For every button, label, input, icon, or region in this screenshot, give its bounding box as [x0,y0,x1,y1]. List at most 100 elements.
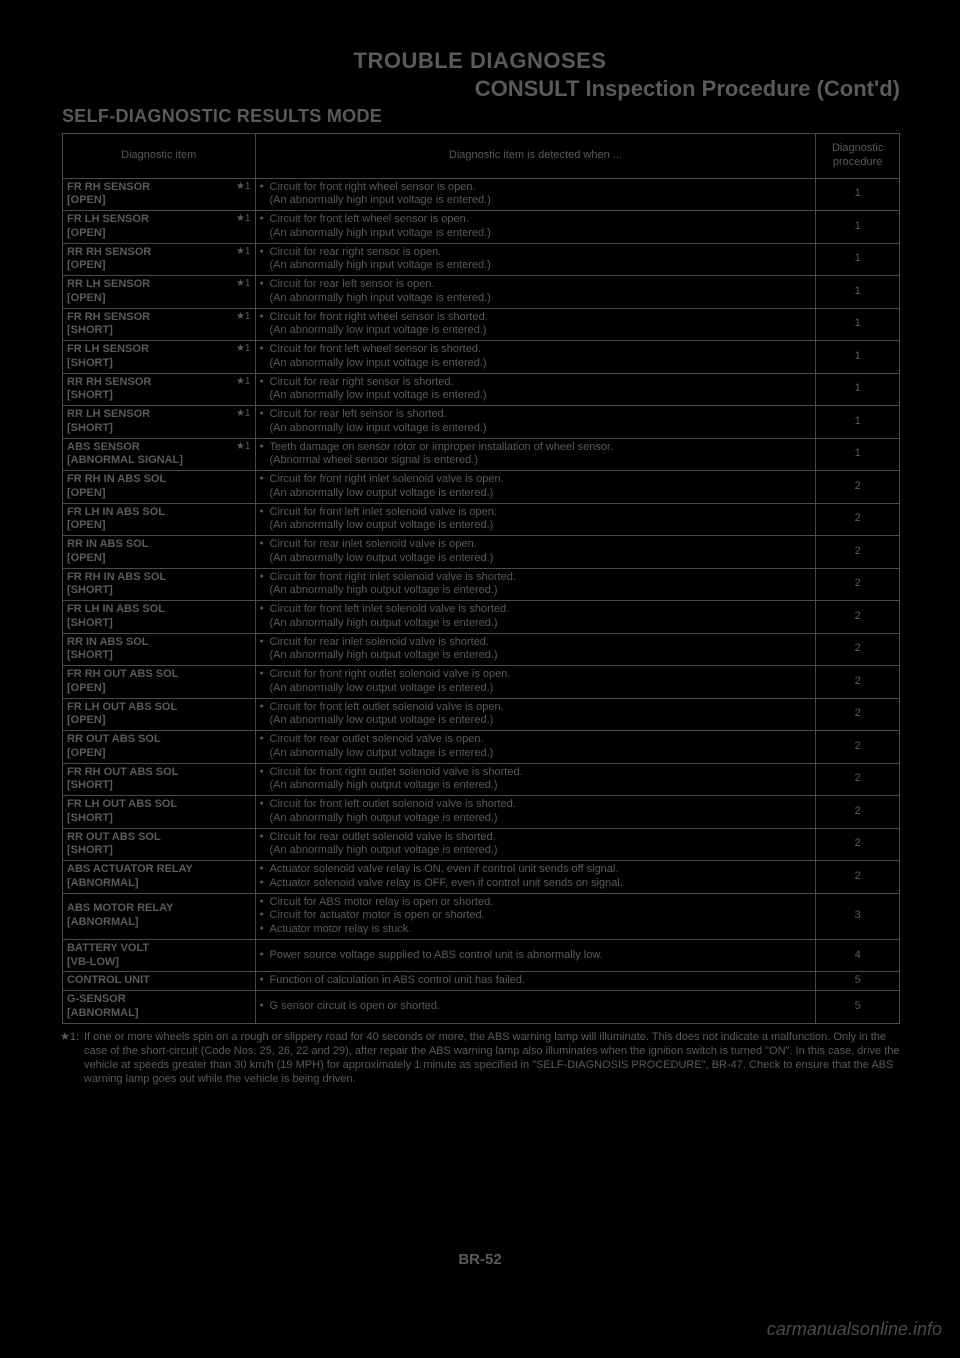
procedure-cell: 1 [816,341,900,374]
diagnostic-item-cell: FR RH IN ABS SOL[OPEN] [63,471,256,504]
procedure-cell: 2 [816,796,900,829]
procedure-cell: 2 [816,828,900,861]
procedure-cell: 2 [816,861,900,894]
procedure-cell: 5 [816,972,900,991]
detected-cell: Circuit for front left wheel sensor is o… [255,211,816,244]
detected-cell: Circuit for rear inlet solenoid valve is… [255,536,816,569]
procedure-cell: 2 [816,666,900,699]
procedure-cell: 2 [816,633,900,666]
diagnostic-item-cell: RR LH SENSOR★1[OPEN] [63,276,256,309]
title-sub: CONSULT Inspection Procedure (Cont'd) [0,76,960,102]
detected-cell: Circuit for front right inlet solenoid v… [255,568,816,601]
diagnostic-item-cell: RR OUT ABS SOL[OPEN] [63,731,256,764]
procedure-cell: 2 [816,731,900,764]
diagnostic-item-cell: RR RH SENSOR★1[OPEN] [63,243,256,276]
table-header-row: Diagnostic item Diagnostic item is detec… [63,134,900,179]
col-header-procedure: Diagnostic procedure [816,134,900,179]
procedure-cell: 2 [816,536,900,569]
procedure-cell: 1 [816,308,900,341]
diagnostic-item-cell: FR RH SENSOR★1[OPEN] [63,178,256,211]
detected-cell: Circuit for front right outlet solenoid … [255,666,816,699]
procedure-cell: 2 [816,568,900,601]
diagnostic-item-cell: FR RH IN ABS SOL[SHORT] [63,568,256,601]
table-row: FR RH OUT ABS SOL[OPEN]Circuit for front… [63,666,900,699]
procedure-cell: 2 [816,763,900,796]
diagnostic-item-cell: RR IN ABS SOL[SHORT] [63,633,256,666]
detected-cell: Power source voltage supplied to ABS con… [255,939,816,972]
diagnostic-item-cell: FR LH OUT ABS SOL[OPEN] [63,698,256,731]
diagnostic-item-cell: BATTERY VOLT[VB-LOW] [63,939,256,972]
table-row: FR RH OUT ABS SOL[SHORT]Circuit for fron… [63,763,900,796]
detected-cell: Teeth damage on sensor rotor or improper… [255,438,816,471]
table-row: RR IN ABS SOL[OPEN]Circuit for rear inle… [63,536,900,569]
procedure-cell: 5 [816,991,900,1024]
table-row: FR LH SENSOR★1[OPEN]Circuit for front le… [63,211,900,244]
detected-cell: Circuit for front left wheel sensor is s… [255,341,816,374]
table-row: FR LH OUT ABS SOL[SHORT]Circuit for fron… [63,796,900,829]
detected-cell: Actuator solenoid valve relay is ON, eve… [255,861,816,894]
table-row: FR LH OUT ABS SOL[OPEN]Circuit for front… [63,698,900,731]
procedure-cell: 2 [816,601,900,634]
table-row: FR RH SENSOR★1[OPEN]Circuit for front ri… [63,178,900,211]
footnote: ★1: If one or more wheels spin on a roug… [60,1030,902,1087]
table-row: FR RH IN ABS SOL[SHORT]Circuit for front… [63,568,900,601]
detected-cell: Circuit for rear right sensor is shorted… [255,373,816,406]
diagnostic-item-cell: FR RH OUT ABS SOL[SHORT] [63,763,256,796]
footnote-text: If one or more wheels spin on a rough or… [84,1031,900,1086]
detected-cell: Circuit for front right outlet solenoid … [255,763,816,796]
page-number: BR-52 [0,1251,960,1268]
table-row: FR RH SENSOR★1[SHORT]Circuit for front r… [63,308,900,341]
table-row: ABS ACTUATOR RELAY[ABNORMAL]Actuator sol… [63,861,900,894]
table-row: RR LH SENSOR★1[OPEN]Circuit for rear lef… [63,276,900,309]
diagnostic-item-cell: RR IN ABS SOL[OPEN] [63,536,256,569]
detected-cell: G sensor circuit is open or shorted. [255,991,816,1024]
table-row: RR RH SENSOR★1[SHORT]Circuit for rear ri… [63,373,900,406]
table-row: FR RH IN ABS SOL[OPEN]Circuit for front … [63,471,900,504]
detected-cell: Circuit for rear inlet solenoid valve is… [255,633,816,666]
diagnostic-item-cell: ABS SENSOR★1[ABNORMAL SIGNAL] [63,438,256,471]
section-heading: SELF-DIAGNOSTIC RESULTS MODE [0,106,960,127]
col-header-detected: Diagnostic item is detected when ... [255,134,816,179]
procedure-cell: 1 [816,438,900,471]
detected-cell: Circuit for front right wheel sensor is … [255,308,816,341]
diagnostic-item-cell: CONTROL UNIT [63,972,256,991]
detected-cell: Circuit for rear left sensor is shorted.… [255,406,816,439]
table-row: G-SENSOR[ABNORMAL]G sensor circuit is op… [63,991,900,1024]
table-row: RR OUT ABS SOL[OPEN]Circuit for rear out… [63,731,900,764]
watermark: carmanualsonline.info [767,1319,942,1340]
diagnostic-table: Diagnostic item Diagnostic item is detec… [62,133,900,1024]
detected-cell: Circuit for front left inlet solenoid va… [255,503,816,536]
table-row: ABS MOTOR RELAY[ABNORMAL]Circuit for ABS… [63,893,900,939]
title-main: TROUBLE DIAGNOSES [0,48,960,74]
diagnostic-item-cell: FR LH SENSOR★1[OPEN] [63,211,256,244]
diagnostic-item-cell: FR LH IN ABS SOL[SHORT] [63,601,256,634]
table-row: ABS SENSOR★1[ABNORMAL SIGNAL]Teeth damag… [63,438,900,471]
procedure-cell: 1 [816,406,900,439]
diagnostic-item-cell: FR RH OUT ABS SOL[OPEN] [63,666,256,699]
diagnostic-item-cell: G-SENSOR[ABNORMAL] [63,991,256,1024]
table-row: BATTERY VOLT[VB-LOW]Power source voltage… [63,939,900,972]
diagnostic-item-cell: FR LH OUT ABS SOL[SHORT] [63,796,256,829]
detected-cell: Circuit for front left inlet solenoid va… [255,601,816,634]
table-row: RR IN ABS SOL[SHORT]Circuit for rear inl… [63,633,900,666]
table-row: RR RH SENSOR★1[OPEN]Circuit for rear rig… [63,243,900,276]
diagnostic-item-cell: ABS ACTUATOR RELAY[ABNORMAL] [63,861,256,894]
procedure-cell: 2 [816,698,900,731]
procedure-cell: 2 [816,471,900,504]
procedure-cell: 1 [816,373,900,406]
diagnostic-table-container: Diagnostic item Diagnostic item is detec… [62,133,900,1024]
detected-cell: Circuit for ABS motor relay is open or s… [255,893,816,939]
table-row: CONTROL UNITFunction of calculation in A… [63,972,900,991]
table-row: FR LH IN ABS SOL[OPEN]Circuit for front … [63,503,900,536]
table-row: FR LH SENSOR★1[SHORT]Circuit for front l… [63,341,900,374]
detected-cell: Circuit for front left outlet solenoid v… [255,796,816,829]
procedure-cell: 1 [816,211,900,244]
procedure-cell: 1 [816,243,900,276]
footnote-marker: ★1: [60,1030,79,1044]
diagnostic-item-cell: RR LH SENSOR★1[SHORT] [63,406,256,439]
diagnostic-item-cell: RR OUT ABS SOL[SHORT] [63,828,256,861]
detected-cell: Circuit for rear right sensor is open.(A… [255,243,816,276]
table-row: RR OUT ABS SOL[SHORT]Circuit for rear ou… [63,828,900,861]
diagnostic-item-cell: FR RH SENSOR★1[SHORT] [63,308,256,341]
procedure-cell: 1 [816,178,900,211]
